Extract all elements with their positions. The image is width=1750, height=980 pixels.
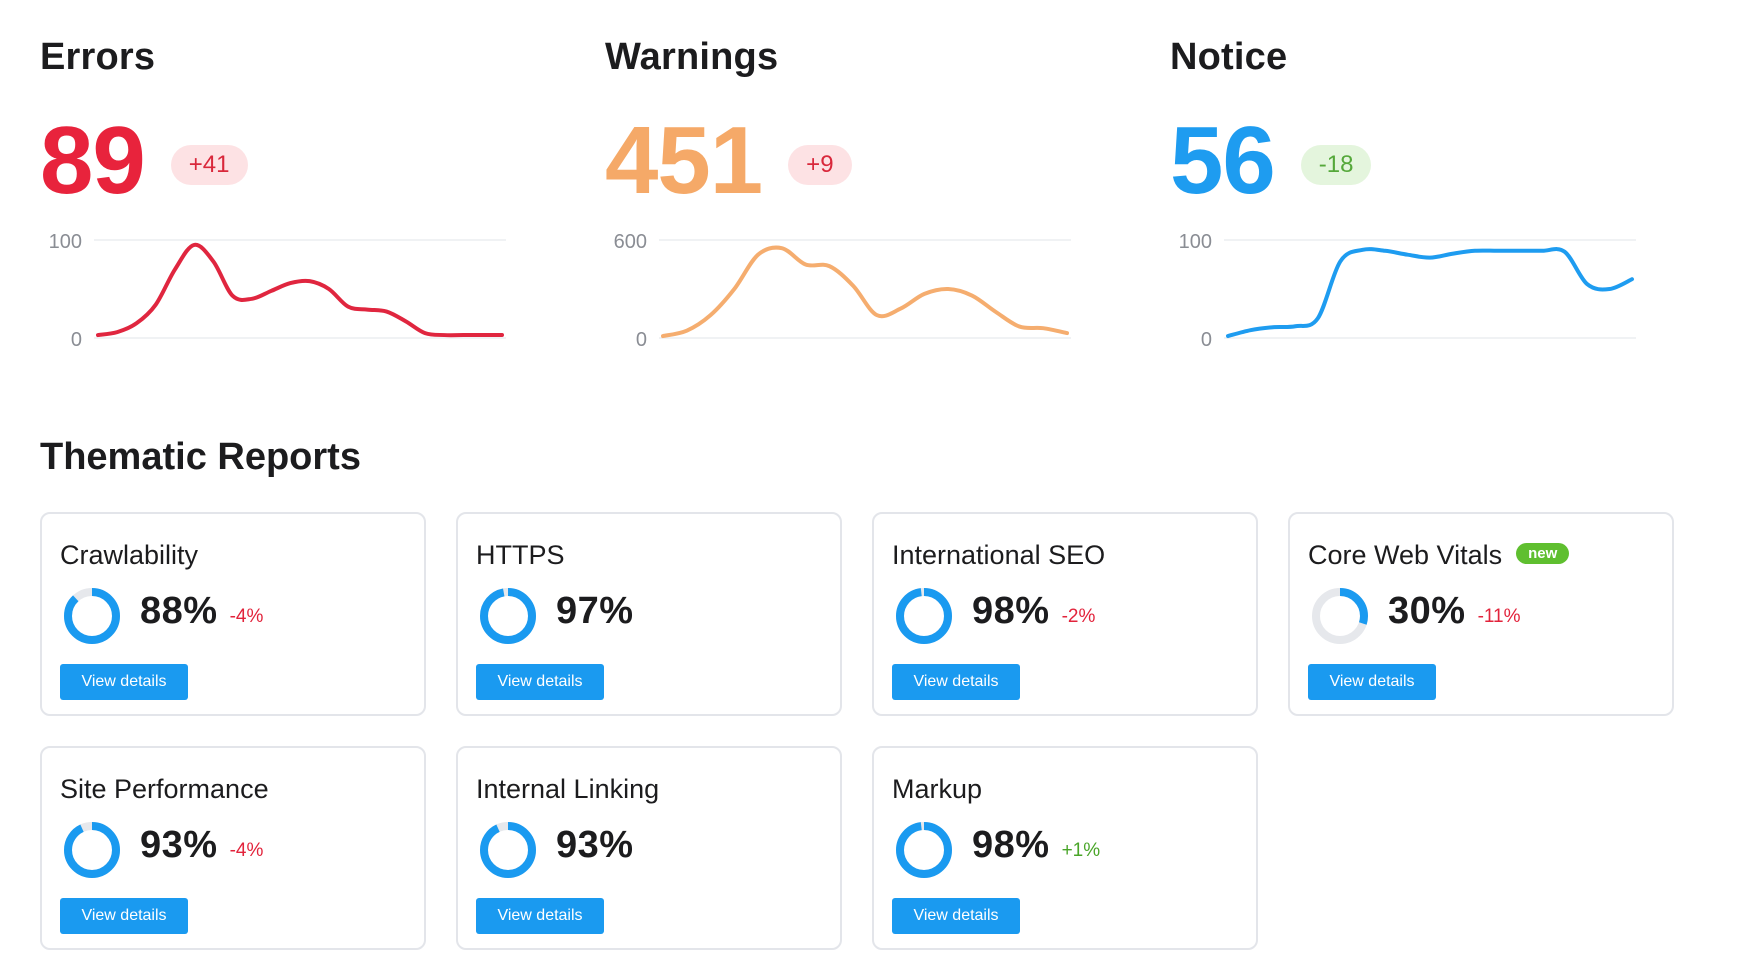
report-card-internal-linking: Internal Linking 93% View details xyxy=(456,746,842,950)
view-details-button[interactable]: View details xyxy=(892,898,1020,934)
card-title: Markup xyxy=(892,774,983,804)
card-title: Core Web Vitals xyxy=(1308,540,1503,570)
y-axis-bottom-label: 0 xyxy=(636,329,647,351)
card-percentage: 97% xyxy=(556,590,634,632)
card-delta: -4% xyxy=(229,840,264,861)
card-delta: -2% xyxy=(1061,606,1096,627)
donut-value-arc xyxy=(896,822,952,878)
view-details-button[interactable]: View details xyxy=(60,664,188,700)
metric-badge: +9 xyxy=(788,145,852,185)
donut-chart xyxy=(896,822,952,878)
card-percentage: 88% xyxy=(140,590,218,632)
card-delta: -11% xyxy=(1477,606,1521,627)
section-title: Thematic Reports xyxy=(40,436,361,478)
donut-chart xyxy=(1312,588,1368,644)
report-card-markup: Markup 98% +1% View details xyxy=(872,746,1258,950)
metric-title: Warnings xyxy=(605,36,779,78)
sparkline-chart: 100 0 xyxy=(49,231,506,351)
metric-value: 89 xyxy=(40,107,146,214)
card-percentage: 98% xyxy=(972,590,1050,632)
report-card-crawlability: Crawlability 88% -4% View details xyxy=(40,512,426,716)
report-card-https: HTTPS 97% View details xyxy=(456,512,842,716)
donut-value-arc xyxy=(480,822,536,878)
card-title: Crawlability xyxy=(60,540,199,570)
view-details-button[interactable]: View details xyxy=(60,898,188,934)
card-percentage: 98% xyxy=(972,824,1050,866)
donut-chart xyxy=(64,822,120,878)
y-axis-top-label: 100 xyxy=(49,231,82,253)
y-axis-top-label: 100 xyxy=(1179,231,1212,253)
report-card-international-seo: International SEO 98% -2% View details xyxy=(872,512,1258,716)
donut-value-arc xyxy=(1312,588,1368,644)
new-badge: new xyxy=(1516,543,1570,565)
y-axis-top-label: 600 xyxy=(614,231,647,253)
metric-value: 451 xyxy=(605,107,763,214)
view-details-button[interactable]: View details xyxy=(892,664,1020,700)
card-percentage: 30% xyxy=(1388,590,1466,632)
card-delta: +1% xyxy=(1061,840,1101,861)
sparkline-chart: 100 0 xyxy=(1179,231,1636,351)
card-title: International SEO xyxy=(892,540,1106,570)
sparkline-series xyxy=(661,245,1069,339)
errors-panel: Errors 89 +41 100 0 xyxy=(40,36,560,376)
card-title: HTTPS xyxy=(476,540,565,570)
card-title: Site Performance xyxy=(60,774,269,804)
y-axis-bottom-label: 0 xyxy=(1201,329,1212,351)
donut-value-arc xyxy=(64,588,120,644)
card-percentage: 93% xyxy=(556,824,634,866)
notice-panel: Notice 56 -18 100 0 xyxy=(1170,36,1690,376)
donut-chart xyxy=(64,588,120,644)
donut-chart xyxy=(480,588,536,644)
card-delta: -4% xyxy=(229,606,264,627)
donut-chart xyxy=(480,822,536,878)
report-card-core-web-vitals: Core Web Vitals new 30% -11% View details xyxy=(1288,512,1674,716)
view-details-button[interactable]: View details xyxy=(1308,664,1436,700)
sparkline-chart: 600 0 xyxy=(614,231,1071,351)
warnings-panel: Warnings 451 +9 600 0 xyxy=(605,36,1125,376)
metric-value: 56 xyxy=(1170,107,1276,214)
card-title: Internal Linking xyxy=(476,774,660,804)
donut-value-arc xyxy=(896,588,952,644)
view-details-button[interactable]: View details xyxy=(476,898,604,934)
sparkline-series xyxy=(1226,247,1634,339)
card-percentage: 93% xyxy=(140,824,218,866)
donut-chart xyxy=(896,588,952,644)
donut-value-arc xyxy=(64,822,120,878)
metric-badge: +41 xyxy=(170,145,248,185)
sparkline-series xyxy=(96,242,504,338)
metric-badge: -18 xyxy=(1300,145,1372,185)
view-details-button[interactable]: View details xyxy=(476,664,604,700)
report-card-site-performance: Site Performance 93% -4% View details xyxy=(40,746,426,950)
donut-value-arc xyxy=(480,588,536,644)
y-axis-bottom-label: 0 xyxy=(71,329,82,351)
metric-title: Errors xyxy=(40,36,156,78)
metric-title: Notice xyxy=(1170,36,1288,78)
